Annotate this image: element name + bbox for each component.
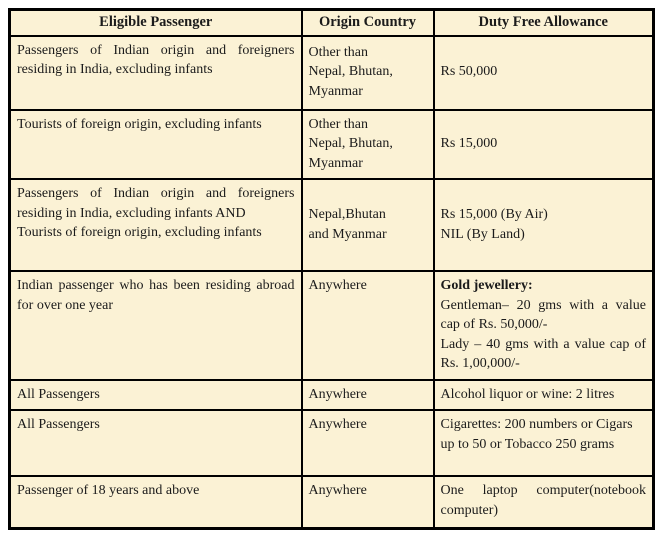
eligible-passenger-cell: Tourists of foreign origin, excluding in… — [8, 108, 303, 180]
eligible-passenger-cell: Passenger of 18 years and above — [8, 475, 303, 529]
eligible-passenger-cell: Passengers of Indian origin and foreigne… — [8, 178, 303, 272]
origin-country-cell: Anywhere — [300, 378, 435, 411]
origin-country-cell: Anywhere — [300, 270, 435, 381]
allowance-text: Rs 15,000 (By Air) NIL (By Land) — [440, 207, 548, 242]
duty-free-allowance-cell: Rs 15,000 — [432, 108, 655, 180]
allowance-text: Alcohol liquor or wine: 2 litres — [440, 386, 615, 402]
table-row: All Passengers Anywhere Cigarettes: 200 nu… — [8, 409, 655, 477]
allowance-text: Gentleman– 20 gms with a value cap of Rs… — [440, 297, 647, 372]
allowance-text: Cigarettes: 200 numbers or Cigars up to … — [440, 417, 633, 452]
header-duty-free-allowance: Duty Free Allowance — [432, 8, 655, 37]
allowance-text: Rs 50,000 — [440, 64, 498, 80]
eligible-passenger-cell: Indian passenger who has been residing a… — [8, 270, 303, 381]
duty-free-allowance-cell: Cigarettes: 200 numbers or Cigars up to … — [432, 409, 655, 477]
table-row: Passenger of 18 years and above Anywhere O… — [8, 475, 655, 529]
origin-country-cell: Other than Nepal, Bhutan, Myanmar — [300, 34, 435, 111]
header-row: Eligible Passenger Origin Country Duty F… — [8, 8, 655, 37]
eligible-passenger-cell: Passengers of Indian origin and foreigne… — [8, 34, 303, 111]
header-origin-country: Origin Country — [300, 8, 435, 37]
table-body: Passengers of Indian origin and foreigne… — [8, 34, 655, 529]
duty-free-allowance-cell: One laptop computer(notebook computer) — [432, 475, 655, 529]
table-row: Passengers of Indian origin and foreigne… — [8, 34, 655, 111]
table-row: Indian passenger who has been residing a… — [8, 270, 655, 381]
duty-free-allowance-cell: Gold jewellery: Gentleman– 20 gms with a … — [432, 270, 655, 381]
duty-free-allowance-cell: Rs 50,000 — [432, 34, 655, 111]
duty-free-allowance-cell: Alcohol liquor or wine: 2 litres — [432, 378, 655, 411]
table-header: Eligible Passenger Origin Country Duty F… — [8, 8, 655, 37]
origin-country-cell: Anywhere — [300, 409, 435, 477]
eligible-passenger-cell: All Passengers — [8, 378, 303, 411]
eligible-passenger-cell: All Passengers — [8, 409, 303, 477]
table-row: Tourists of foreign origin, excluding in… — [8, 108, 655, 180]
duty-free-allowance-cell: Rs 15,000 (By Air) NIL (By Land) — [432, 178, 655, 272]
origin-country-cell: Nepal,Bhutan and Myanmar — [300, 178, 435, 272]
page: Eligible Passenger Origin Country Duty F… — [8, 8, 655, 530]
origin-country-cell: Other than Nepal, Bhutan, Myanmar — [300, 108, 435, 180]
table-row: Passengers of Indian origin and foreigne… — [8, 178, 655, 272]
allowance-heading: Gold jewellery: — [440, 278, 533, 293]
origin-country-cell: Anywhere — [300, 475, 435, 529]
allowance-text: One laptop computer(notebook computer) — [440, 483, 647, 518]
duty-free-allowance-table: Eligible Passenger Origin Country Duty F… — [8, 8, 655, 530]
table-row: All Passengers Anywhere Alcohol liquor or … — [8, 378, 655, 411]
header-eligible-passenger: Eligible Passenger — [8, 8, 303, 37]
allowance-text: Rs 15,000 — [440, 136, 498, 151]
